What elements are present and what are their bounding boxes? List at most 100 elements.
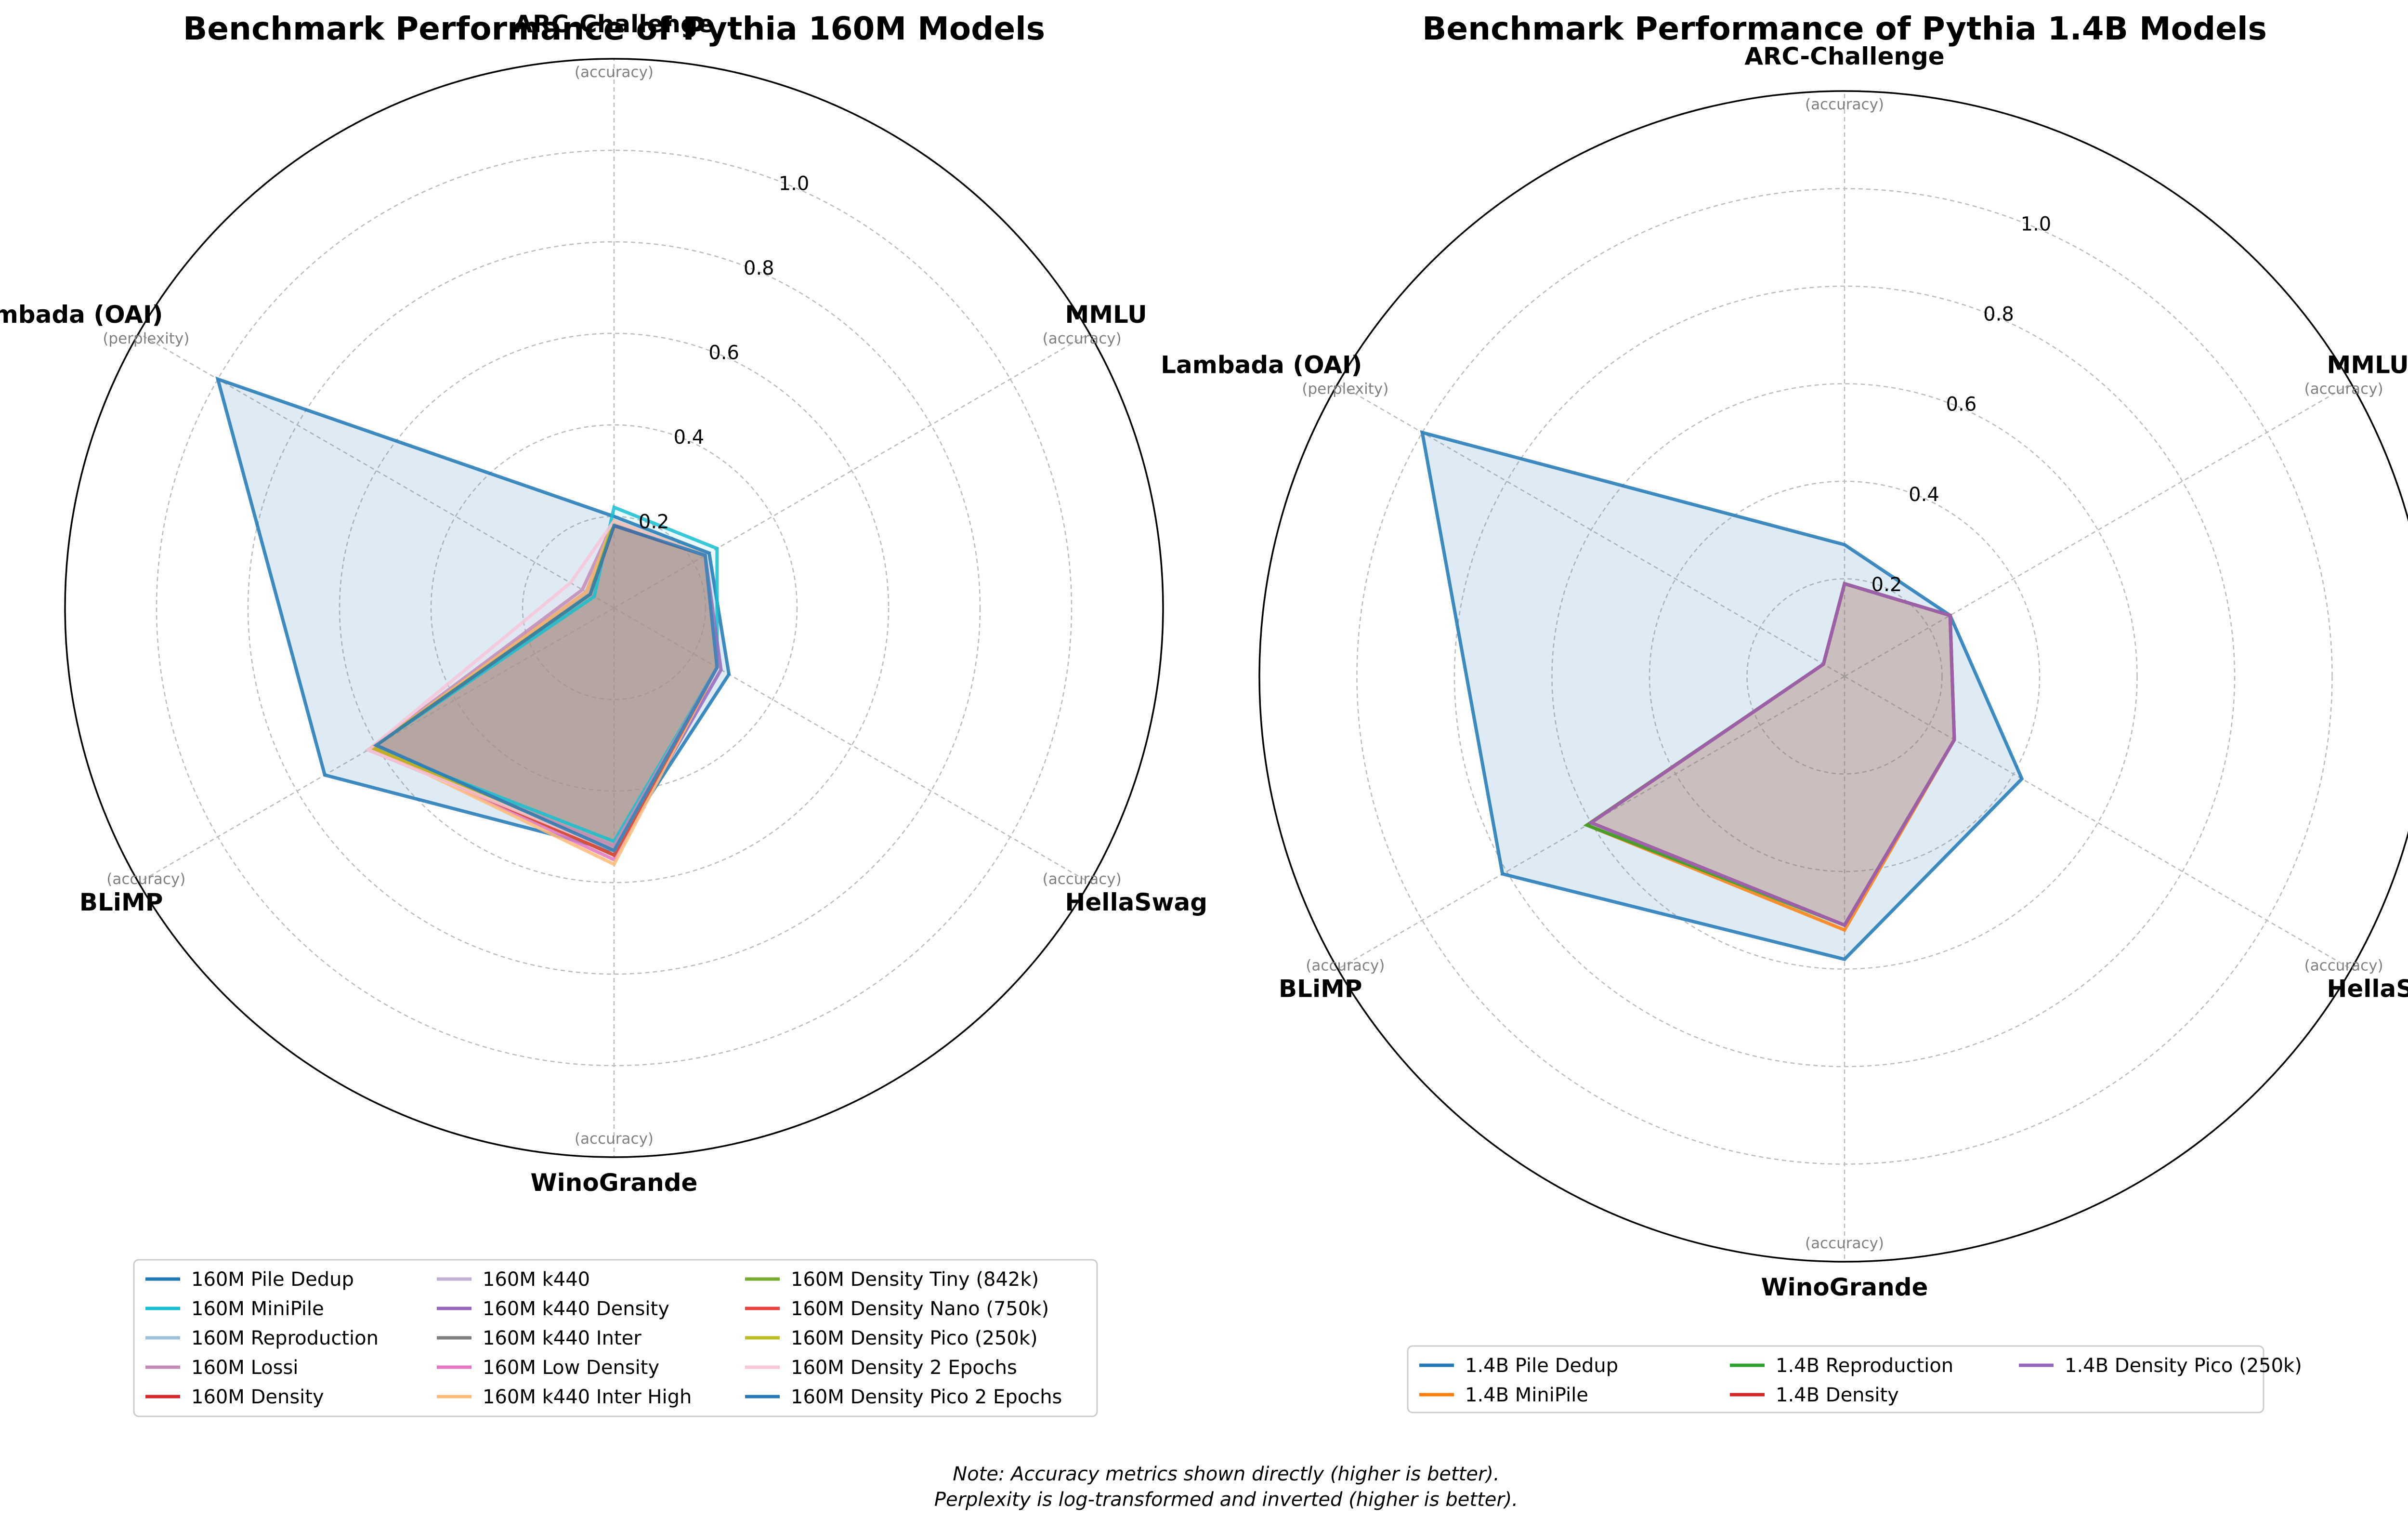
series-area-160m-reproduction <box>368 521 717 851</box>
legend-label-1-4b-density: 1.4B Density <box>1776 1384 1899 1406</box>
axis-unit-hellaswag: (accuracy) <box>1043 871 1122 888</box>
axis-label-blimp: BLiMP <box>1279 975 1362 1003</box>
legend-label-160m-density-pico-2-epochs: 160M Density Pico 2 Epochs <box>791 1386 1062 1408</box>
series-area-1-4b-minipile <box>1587 583 1954 930</box>
radial-tick-label: 0.8 <box>744 257 774 279</box>
radar-chart-160m: Benchmark Performance of Pythia 160M Mod… <box>0 10 1207 1417</box>
radial-tick-labels: 0.2 0.4 0.6 0.8 1.0 <box>639 172 809 533</box>
series-area-160m-low-density <box>372 521 717 860</box>
series-area-160m-density-tiny-842k <box>372 521 717 855</box>
series-area-1-4b-reproduction <box>1587 583 1954 925</box>
series-area-160m-k440-inter-high <box>372 521 717 864</box>
axis-label-lambada-oai: Lambada (OAI) <box>0 301 163 329</box>
axis-label-mmlu: MMLU <box>1065 301 1147 329</box>
axis-labels: ARC-Challenge(accuracy)MMLU(accuracy)Hel… <box>0 10 1207 1197</box>
series-area-1-4b-density <box>1591 583 1954 925</box>
axis-label-mmlu: MMLU <box>2327 351 2408 379</box>
legend-label-160m-low-density: 160M Low Density <box>483 1357 659 1379</box>
legend-label-160m-reproduction: 160M Reproduction <box>191 1327 379 1349</box>
series-area-160m-lossi <box>368 521 717 846</box>
radial-tick-label: 0.2 <box>1871 574 1902 596</box>
series-area-160m-k440 <box>368 521 717 851</box>
axis-unit-lambada-oai: (perplexity) <box>103 330 189 347</box>
grid-circle <box>1551 383 2138 970</box>
grid-circle <box>1746 578 1943 775</box>
legend-box <box>1407 1345 2264 1413</box>
radial-tick-label: 1.0 <box>779 172 810 195</box>
axis-label-hellaswag: HellaSwag <box>2327 975 2408 1003</box>
axis-unit-mmlu: (accuracy) <box>1043 330 1122 347</box>
radial-tick-label: 0.4 <box>674 426 705 449</box>
series-area-160m-minipile <box>372 507 717 842</box>
axis-label-arc-challenge: ARC-Challenge <box>1744 42 1944 70</box>
radial-tick-label: 0.6 <box>1946 394 1977 416</box>
axis-unit-arc-challenge: (accuracy) <box>575 64 654 81</box>
legend-label-160m-density: 160M Density <box>191 1386 324 1408</box>
series-area-160m-density-pico-250k <box>372 521 717 851</box>
legend-label-160m-k440: 160M k440 <box>483 1268 590 1291</box>
axis-unit-lambada-oai: (perplexity) <box>1302 381 1388 398</box>
legend: 160M Pile Dedup 160M MiniPile 160M Reprodu… <box>133 1259 1098 1417</box>
series-area-160m-k440-inter <box>372 521 717 855</box>
axis-unit-winogrande: (accuracy) <box>1805 1235 1884 1252</box>
axis-unit-blimp: (accuracy) <box>1306 957 1385 975</box>
axis-label-arc-challenge: ARC-Challenge <box>514 10 714 38</box>
series-line-160m-minipile <box>368 505 719 844</box>
radial-tick-label: 1.0 <box>2021 213 2052 236</box>
radial-tick-label: 0.4 <box>1909 484 1939 506</box>
series-area-160m-density-nano-750k <box>372 526 717 855</box>
legend-label-160m-k440-inter-high: 160M k440 Inter High <box>483 1386 692 1408</box>
footnote-line-2: Perplexity is log-transformed and invert… <box>934 1489 1518 1511</box>
axis-unit-mmlu: (accuracy) <box>2304 381 2383 398</box>
legend-label-1-4b-pile-dedup: 1.4B Pile Dedup <box>1465 1355 1618 1377</box>
axis-label-winogrande: WinoGrande <box>531 1169 698 1197</box>
series-area-1-4b-density-pico-250k <box>1591 583 1954 925</box>
series-area-160m-pile-dedup <box>218 379 729 851</box>
axis-label-blimp: BLiMP <box>79 888 163 916</box>
legend-label-160m-density-nano-750k: 160M Density Nano (750k) <box>791 1298 1049 1320</box>
legend-label-160m-lossi: 160M Lossi <box>191 1357 298 1379</box>
axis-label-lambada-oai: Lambada (OAI) <box>1161 351 1362 379</box>
axis-unit-winogrande: (accuracy) <box>575 1130 654 1148</box>
legend-label-160m-pile-dedup: 160M Pile Dedup <box>191 1268 354 1291</box>
footnote-line-1: Note: Accuracy metrics shown directly (h… <box>953 1463 1499 1485</box>
grid-spoke <box>138 607 615 884</box>
grid-spoke <box>614 332 1090 609</box>
grid-circle <box>247 241 981 975</box>
grid-spoke <box>1337 675 1845 970</box>
chart-title: Benchmark Performance of Pythia 160M Mod… <box>183 10 1045 47</box>
legend-label-160m-k440-density: 160M k440 Density <box>483 1298 669 1320</box>
radial-tick-label: 0.6 <box>708 342 739 364</box>
grid-circle <box>430 424 798 792</box>
legend-label-1-4b-reproduction: 1.4B Reproduction <box>1776 1355 1953 1377</box>
radial-tick-label: 0.8 <box>1983 304 2014 326</box>
axis-label-winogrande: WinoGrande <box>1761 1273 1928 1301</box>
legend-label-1-4b-density-pico-250k: 1.4B Density Pico (250k) <box>2065 1355 2302 1377</box>
grid-spoke <box>1844 383 2352 677</box>
legend-label-160m-density-2-epochs: 160M Density 2 Epochs <box>791 1357 1017 1379</box>
axis-unit-arc-challenge: (accuracy) <box>1805 96 1884 113</box>
polar-frame <box>1258 90 2408 1263</box>
series-area-160m-density-pico-2-epochs <box>376 526 717 851</box>
series-line-1-4b-density-pico-250k <box>1587 581 1956 927</box>
series-line-160m-density-pico-2-epochs <box>373 523 719 853</box>
axis-unit-hellaswag: (accuracy) <box>2304 957 2383 975</box>
legend: 1.4B Pile Dedup 1.4B MiniPile 1.4B Reprodu… <box>1407 1345 2302 1413</box>
axis-labels: ARC-Challenge(accuracy)MMLU(accuracy)Hel… <box>1161 42 2408 1301</box>
grid-circle <box>522 515 707 700</box>
series-area-160m-k440-density <box>372 526 721 855</box>
radar-chart-1-4b: Benchmark Performance of Pythia 1.4B Mod… <box>1161 10 2408 1413</box>
series-area-160m-density-2-epochs <box>368 521 717 851</box>
grid-circle <box>339 332 890 884</box>
radial-tick-label: 0.2 <box>639 511 669 533</box>
legend-label-160m-density-pico-250k: 160M Density Pico (250k) <box>791 1327 1038 1349</box>
grid-spoke <box>614 607 1090 884</box>
legend-label-160m-density-tiny-842k: 160M Density Tiny (842k) <box>791 1268 1039 1291</box>
axis-label-hellaswag: HellaSwag <box>1065 888 1208 916</box>
legend-label-160m-k440-inter: 160M k440 Inter <box>483 1327 641 1349</box>
legend-box <box>133 1259 1098 1417</box>
grid-spoke <box>1844 675 2352 970</box>
chart-title: Benchmark Performance of Pythia 1.4B Mod… <box>1422 10 2267 47</box>
legend-label-160m-minipile: 160M MiniPile <box>191 1298 324 1320</box>
series-area-160m-density <box>368 526 717 851</box>
